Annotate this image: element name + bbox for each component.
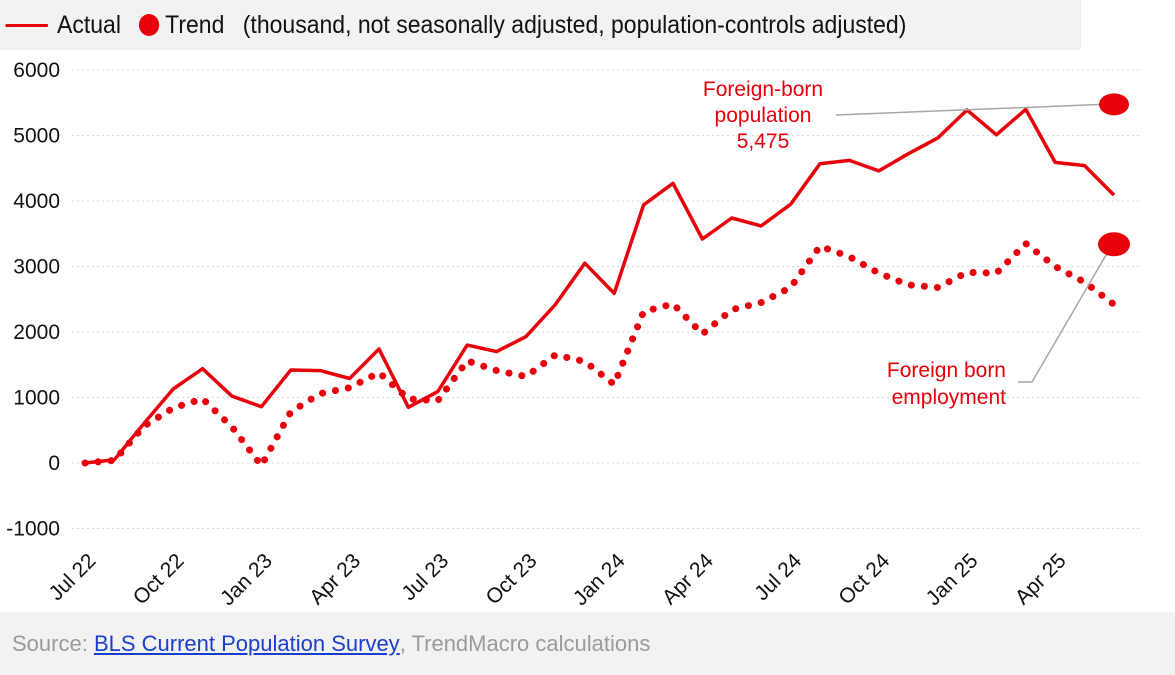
series-line-population bbox=[84, 107, 1116, 465]
legend-actual-line-icon bbox=[5, 23, 48, 27]
y-tick-label: 1000 bbox=[13, 387, 60, 410]
y-tick-label: 0 bbox=[48, 452, 60, 475]
x-tick-label: Apr 25 bbox=[1011, 549, 1071, 609]
source-footer: Source: BLS Current Population Survey, T… bbox=[0, 612, 1175, 675]
y-tick-label: 6000 bbox=[13, 59, 60, 82]
y-tick-label: -1000 bbox=[6, 518, 60, 541]
source-suffix: , TrendMacro calculations bbox=[399, 630, 651, 656]
x-tick-label: Oct 23 bbox=[482, 549, 542, 609]
x-tick-label: Apr 23 bbox=[305, 549, 365, 609]
y-tick-label: 3000 bbox=[13, 256, 60, 279]
annotation-population-text: population bbox=[715, 104, 812, 127]
legend-units-note: (thousand, not seasonally adjusted, popu… bbox=[242, 10, 907, 39]
y-tick-label: 5000 bbox=[13, 125, 60, 148]
y-tick-label: 4000 bbox=[13, 190, 60, 213]
series-line-employment bbox=[81, 240, 1118, 470]
end-dot-population bbox=[1099, 93, 1129, 116]
y-tick-label: 2000 bbox=[13, 321, 60, 344]
annotation-population-text: 5,475 bbox=[737, 130, 790, 153]
legend-trend-dot-icon bbox=[139, 14, 160, 36]
end-dot-employment bbox=[1098, 232, 1130, 257]
source-prefix: Source: bbox=[12, 630, 88, 656]
annotation-employment-text: Foreign born bbox=[887, 359, 1006, 382]
legend-actual-label: Actual bbox=[57, 10, 121, 39]
legend: Actual Trend (thousand, not seasonally a… bbox=[0, 0, 1081, 50]
x-tick-label: Jul 23 bbox=[397, 549, 453, 605]
x-tick-label: Oct 24 bbox=[834, 549, 894, 609]
leader-line-population bbox=[835, 103, 1103, 116]
x-tick-label: Apr 24 bbox=[658, 549, 718, 609]
x-tick-label: Jan 25 bbox=[922, 549, 983, 610]
x-tick-label: Jan 23 bbox=[216, 549, 277, 610]
x-tick-label: Jul 22 bbox=[45, 549, 101, 605]
chart-area: -1000 0 1000 2000 3000 4000 5000 6000 Jul 22 Oct … bbox=[6, 59, 1140, 610]
annotation-employment-text: employment bbox=[892, 386, 1007, 409]
x-tick-label: Jul 24 bbox=[750, 549, 806, 605]
source-link[interactable]: BLS Current Population Survey bbox=[93, 630, 400, 656]
legend-trend-label: Trend bbox=[165, 10, 225, 39]
leader-line-employment bbox=[1018, 247, 1111, 383]
x-tick-label: Oct 22 bbox=[129, 549, 189, 609]
x-tick-label: Jan 24 bbox=[569, 549, 630, 610]
annotation-population-text: Foreign-born bbox=[703, 78, 823, 101]
